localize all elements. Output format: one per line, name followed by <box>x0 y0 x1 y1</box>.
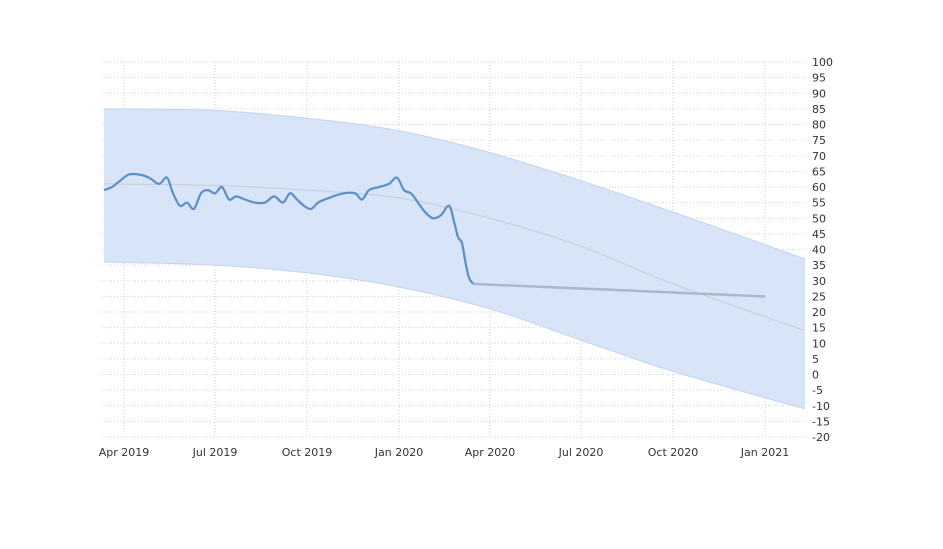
y-axis-ticks: 1009590858075706560555045403530252015105… <box>812 56 833 444</box>
y-tick-label: -15 <box>812 415 830 428</box>
y-tick-label: 20 <box>812 306 826 319</box>
y-tick-label: 70 <box>812 150 826 163</box>
x-axis-ticks: Apr 2019 Jul 2019 Oct 2019 Jan 2020 Apr 2020… <box>99 446 789 459</box>
y-tick-label: 75 <box>812 134 826 147</box>
x-tick-label: Jan 2020 <box>374 446 423 459</box>
y-tick-label: 30 <box>812 275 826 288</box>
actual-line <box>103 172 474 285</box>
y-tick-label: 80 <box>812 119 826 132</box>
x-tick-label: Oct 2019 <box>282 446 333 459</box>
y-tick-label: -20 <box>812 431 830 444</box>
trend-line <box>103 183 806 332</box>
y-tick-label: 0 <box>812 369 819 382</box>
y-tick-label: 85 <box>812 103 826 116</box>
confidence-band <box>103 108 806 410</box>
trend-line-group <box>103 183 806 332</box>
y-tick-label: 10 <box>812 337 826 350</box>
y-tick-label: 25 <box>812 290 826 303</box>
y-tick-label: 95 <box>812 72 826 85</box>
y-tick-label: 60 <box>812 181 826 194</box>
y-tick-label: -5 <box>812 384 823 397</box>
y-tick-label: 50 <box>812 212 826 225</box>
band-upper-edge <box>103 108 806 260</box>
x-tick-label: Jan 2021 <box>740 446 789 459</box>
band-lower-edge <box>103 261 806 410</box>
series-lines <box>103 172 766 298</box>
forecast-line <box>472 282 766 298</box>
y-tick-label: 90 <box>812 87 826 100</box>
x-tick-label: Jul 2019 <box>192 446 238 459</box>
x-tick-label: Oct 2020 <box>648 446 699 459</box>
y-tick-label: 55 <box>812 197 826 210</box>
y-tick-label: 35 <box>812 259 826 272</box>
y-tick-label: -10 <box>812 400 830 413</box>
y-tick-label: 65 <box>812 165 826 178</box>
y-tick-label: 100 <box>812 56 833 69</box>
y-tick-label: 45 <box>812 228 826 241</box>
x-tick-label: Jul 2020 <box>558 446 604 459</box>
y-tick-label: 40 <box>812 244 826 257</box>
y-tick-label: 15 <box>812 322 826 335</box>
x-tick-label: Apr 2019 <box>99 446 150 459</box>
y-tick-label: 5 <box>812 353 819 366</box>
x-tick-label: Apr 2020 <box>465 446 516 459</box>
confidence-band-area <box>104 108 805 409</box>
